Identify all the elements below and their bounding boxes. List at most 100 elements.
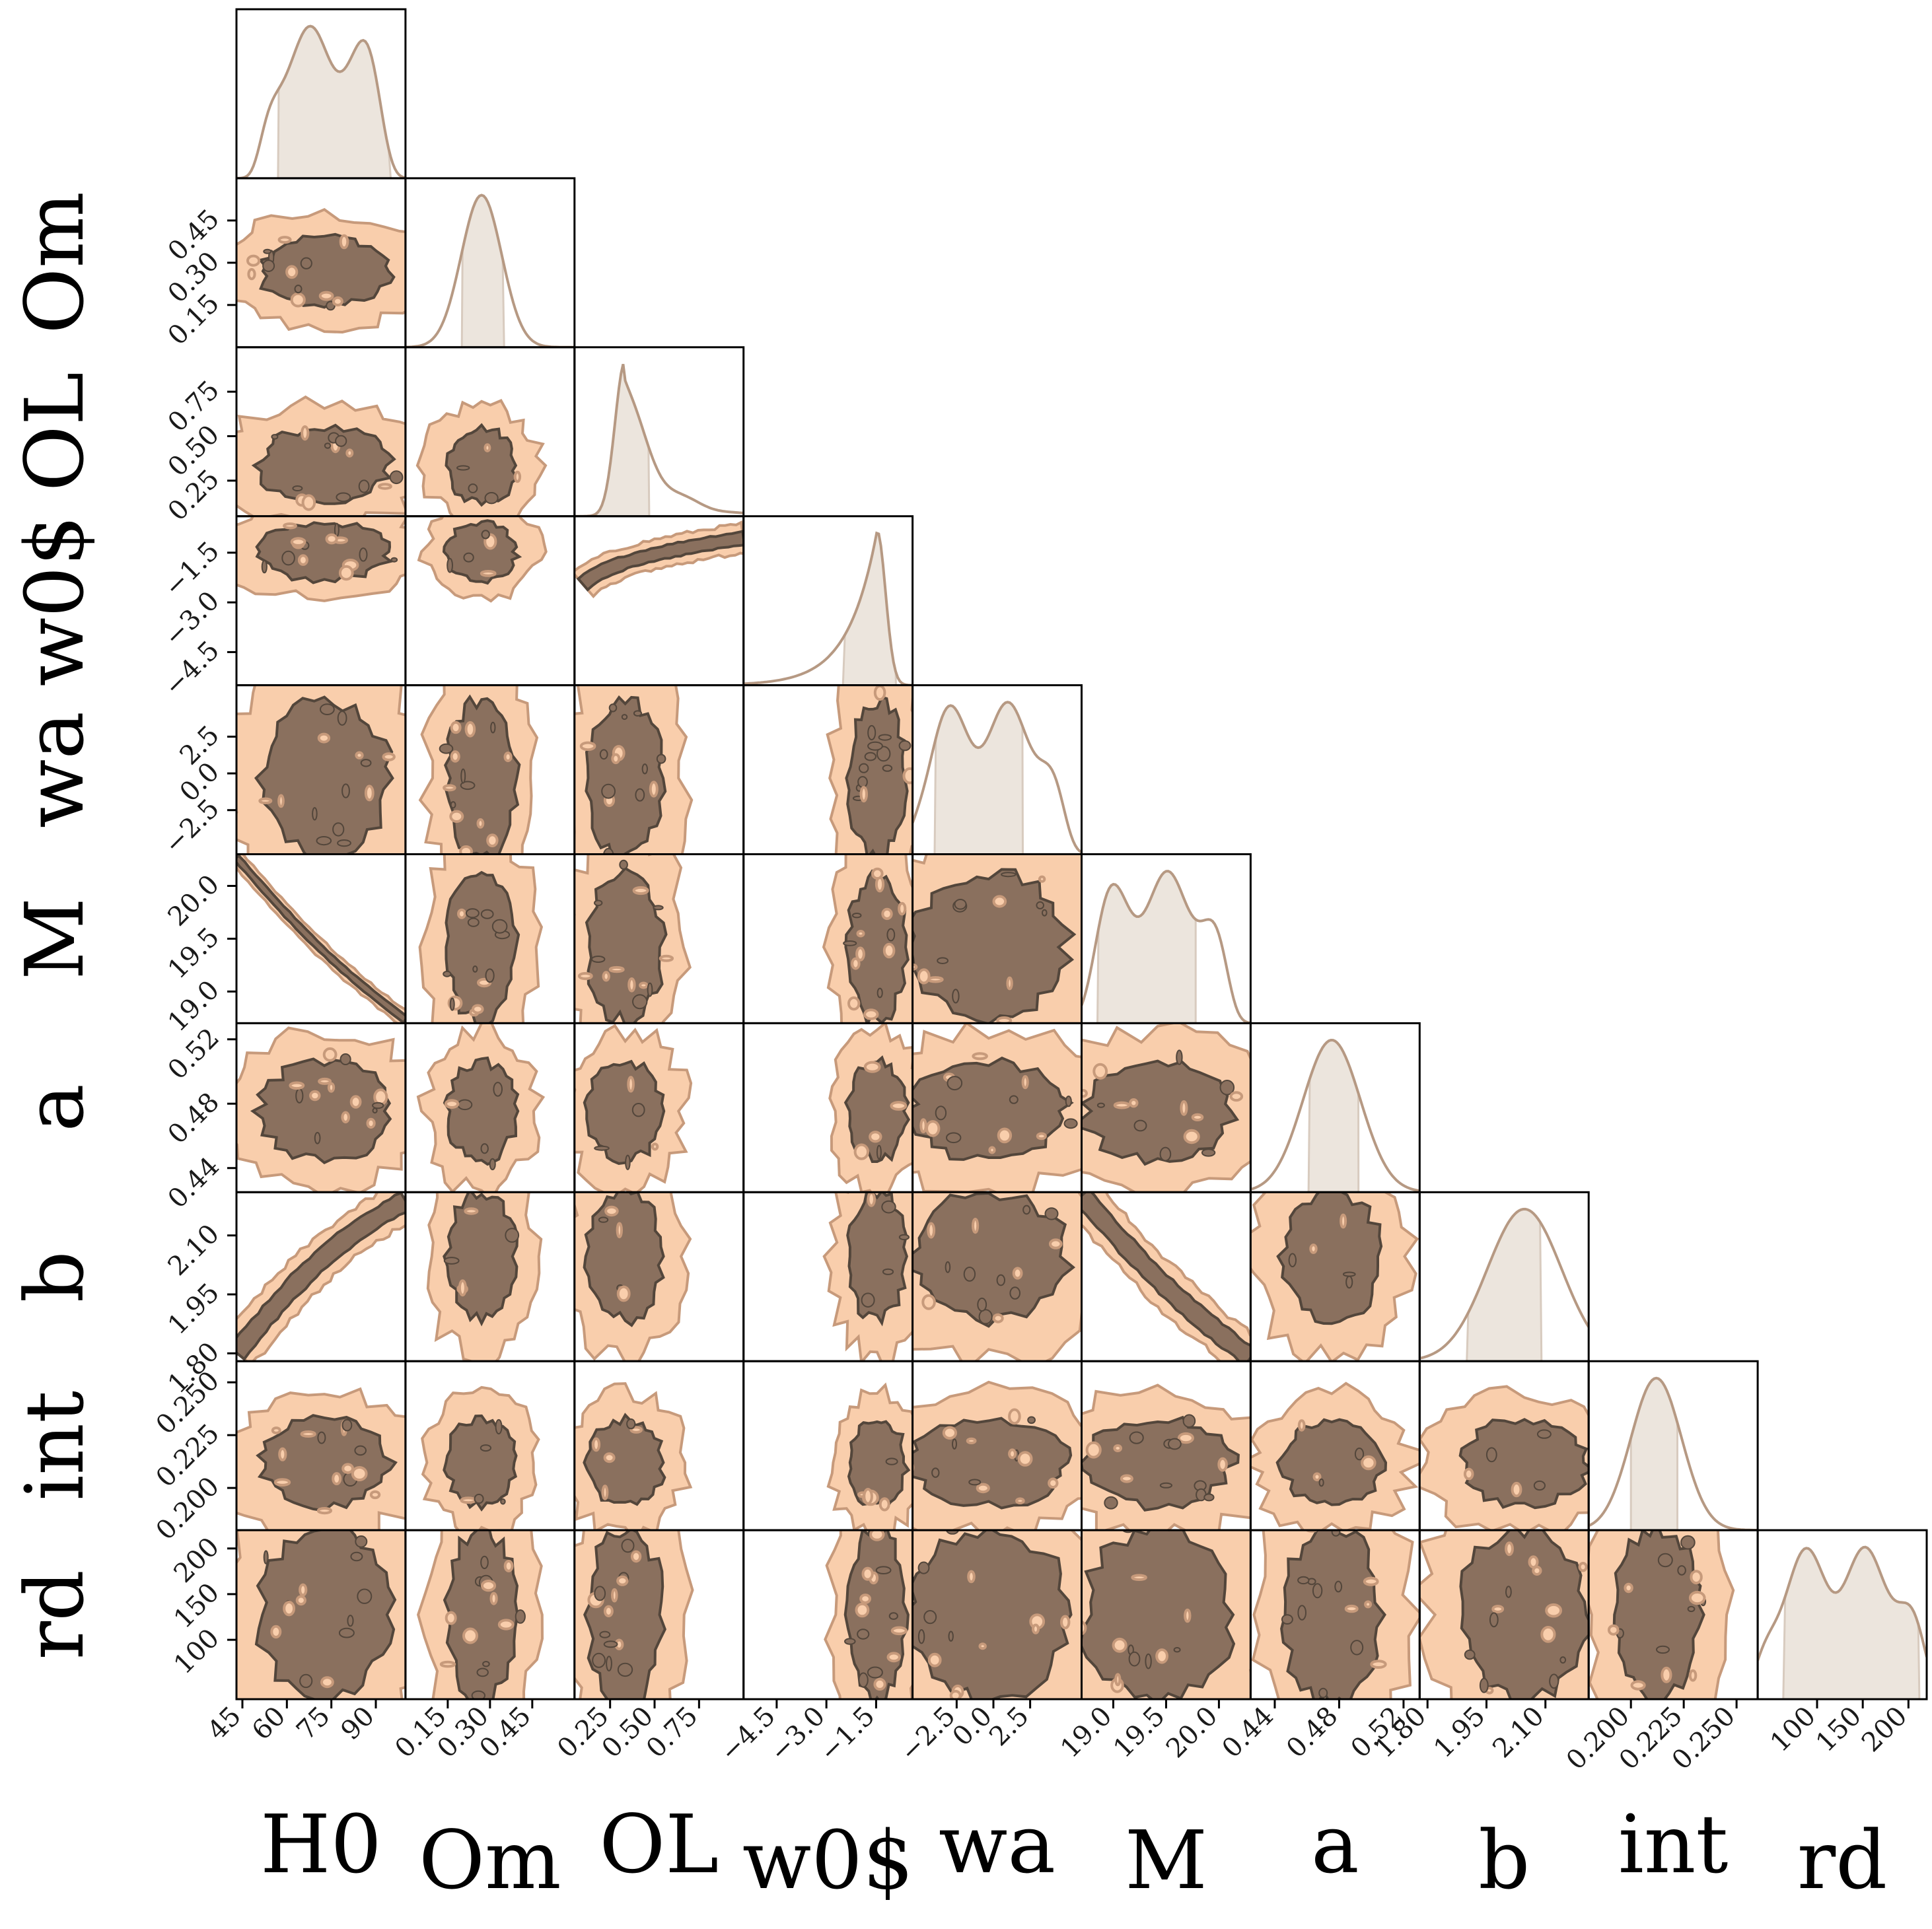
inner-contour: [443, 694, 521, 855]
inner-contour: [258, 232, 396, 309]
contour-fragment: [952, 1438, 957, 1450]
contour-fragment: [372, 1102, 384, 1109]
contour-fragment: [299, 1583, 308, 1597]
inner-contour: [912, 1530, 1073, 1700]
contour-fragment: [1129, 1098, 1139, 1108]
contour-panel-rd-vs-a: [1249, 1529, 1421, 1701]
contour-fragment: [503, 752, 513, 763]
contour-fragment: [966, 1437, 977, 1444]
inner-contour: [583, 1413, 666, 1506]
contour-fragment: [263, 248, 272, 254]
contour-fragment: [283, 1601, 296, 1617]
contour-panel-a-vs-Om: [404, 1022, 576, 1193]
contour-panel-a-vs-H0: [235, 1022, 407, 1193]
contour-fragment: [450, 801, 456, 809]
contour-panel-M-vs-OL: [573, 853, 745, 1024]
contour-fragment: [1131, 1574, 1147, 1581]
contour-fragment: [322, 1047, 338, 1062]
contour-fragment: [996, 1274, 1006, 1286]
contour-fragment: [1182, 1414, 1196, 1428]
y-tick-label-rd: 100: [168, 1623, 226, 1681]
contour-fragment: [1309, 1244, 1318, 1254]
contour-fragment: [633, 710, 643, 717]
contour-fragment: [917, 968, 931, 985]
x-tick-label-M: 20.0: [1161, 1701, 1224, 1765]
contour-fragment: [489, 1592, 498, 1605]
contour-fragment: [1006, 976, 1013, 991]
y-tick-label-w0: −4.5: [159, 635, 225, 702]
contour-fragment: [339, 234, 349, 250]
contour-fragment: [1159, 1146, 1172, 1162]
contour-fragment: [927, 1222, 936, 1239]
contour-panel-int-vs-M: [1081, 1360, 1252, 1531]
contour-fragment: [261, 559, 268, 574]
inner-contour: [1459, 1530, 1589, 1700]
contour-fragment: [292, 485, 303, 491]
panel-frame: [1756, 1529, 1928, 1701]
contour-fragment: [1081, 1089, 1088, 1098]
contour-fragment: [579, 741, 596, 752]
contour-fragment: [972, 1218, 980, 1234]
y-axis-label-rd: rd: [8, 1570, 102, 1660]
contour-fragment: [289, 1081, 305, 1090]
contour-fragment: [855, 946, 865, 962]
contour-fragment: [1044, 1207, 1059, 1220]
contour-fragment: [1112, 1637, 1127, 1653]
contour-fragment: [439, 743, 454, 754]
contour-fragment: [1479, 1677, 1489, 1693]
contour-fragment: [360, 759, 372, 767]
contour-fragment: [354, 1445, 367, 1456]
contour-fragment: [336, 492, 351, 503]
contour-fragment: [389, 470, 404, 485]
x-axis-label-Om: Om: [419, 1813, 561, 1907]
contour-fragment: [495, 1419, 503, 1435]
contour-fragment: [271, 1426, 281, 1434]
contour-fragment: [863, 1061, 881, 1073]
contour-fragment: [898, 901, 907, 916]
contour-fragment: [1015, 1497, 1025, 1504]
contour-fragment: [491, 919, 508, 934]
y-tick-label-w0: −3.0: [159, 586, 225, 652]
contour-fragment: [1060, 1615, 1071, 1630]
contour-fragment: [1661, 1666, 1672, 1683]
contour-fragment: [978, 1309, 993, 1325]
y-tick-label-w0: −1.5: [159, 536, 225, 602]
x-axis-label-rd: rd: [1797, 1813, 1887, 1907]
contour-fragment: [483, 443, 491, 452]
inner-contour: [254, 695, 394, 855]
contour-fragment: [882, 942, 896, 959]
x-axis-label-b: b: [1478, 1813, 1530, 1907]
contour-fragment: [497, 1619, 515, 1631]
contour-fragment: [480, 1444, 492, 1452]
contour-fragment: [992, 1313, 1004, 1323]
contour-fragment: [390, 557, 398, 563]
inner-contour: [846, 1192, 909, 1327]
contour-fragment: [632, 886, 649, 895]
inner-contour: [256, 1414, 398, 1512]
contour-fragment: [1229, 1091, 1244, 1102]
contour-fragment: [320, 1676, 334, 1689]
contour-fragment: [247, 267, 256, 281]
contour-fragment: [1017, 1451, 1033, 1467]
contour-panel-wa-vs-w0: [742, 684, 914, 855]
contour-fragment: [881, 907, 893, 921]
contour-fragment: [1491, 1605, 1505, 1613]
contour-fragment: [1657, 1553, 1673, 1568]
marginal-curve-rd: [1758, 1545, 1927, 1662]
contour-fragment: [1540, 1626, 1556, 1643]
contour-fragment: [318, 1077, 332, 1085]
contour-fragment: [357, 1588, 373, 1604]
contour-fragment: [592, 1437, 601, 1452]
contour-fragment: [976, 1483, 990, 1494]
hist-panel-int: [1587, 1360, 1759, 1531]
contour-panel-b-vs-OL: [573, 1191, 745, 1362]
contour-fragment: [625, 1154, 631, 1170]
contour-fragment: [886, 1652, 901, 1663]
contour-panel-b-vs-M: [1081, 1191, 1252, 1362]
contour-fragment: [946, 1132, 962, 1144]
contour-fragment: [864, 752, 877, 761]
contour-fragment: [301, 494, 316, 511]
contour-fragment: [851, 913, 862, 919]
contour-fragment: [649, 781, 659, 798]
contour-fragment: [1063, 1118, 1078, 1129]
